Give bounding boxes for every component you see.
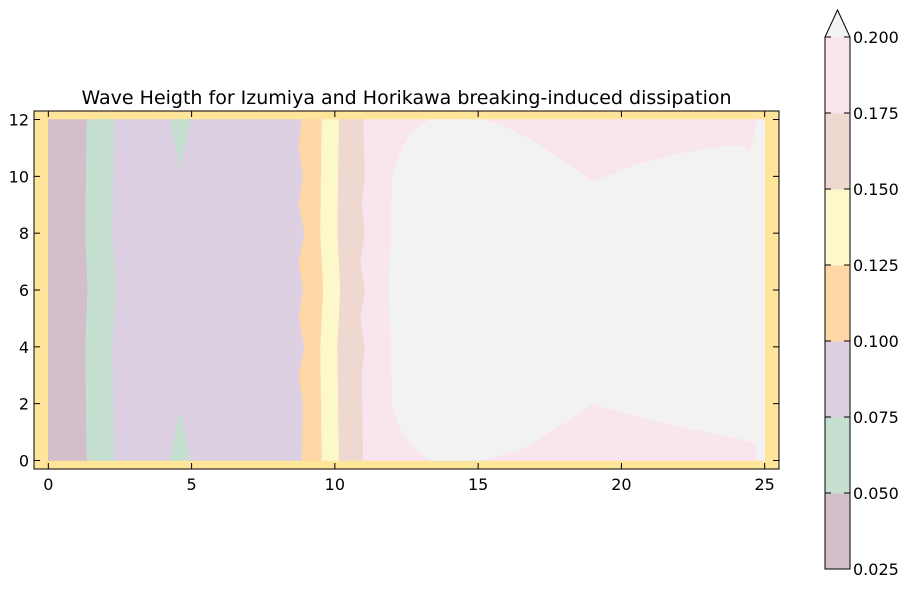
y-tick-label: 12 — [9, 111, 29, 130]
contour-fill-regions — [34, 111, 779, 469]
colorbar-tick-label: 0.175 — [853, 104, 899, 123]
contour-region-4 — [169, 412, 191, 461]
y-tick-label: 4 — [19, 338, 29, 357]
colorbar-tick-label: 0.200 — [853, 28, 899, 47]
x-tick-label: 5 — [187, 475, 197, 494]
contour-region-3 — [112, 119, 306, 461]
contour-region-1 — [47, 119, 89, 461]
colorbar-band-4 — [825, 189, 850, 266]
colorbar-tick-label: 0.100 — [853, 332, 899, 351]
colorbar-band-5 — [825, 113, 850, 190]
colorbar: 0.025 0.050 0.075 0.100 0.125 0.150 0.175 0.200 — [824, 8, 899, 579]
chart-title: Wave Heigth for Izumiya and Horikawa bre… — [81, 87, 731, 109]
colorbar-band-6 — [825, 37, 850, 114]
y-tick-label: 6 — [19, 281, 29, 300]
x-tick-label: 0 — [43, 475, 53, 494]
x-tick-label: 25 — [754, 475, 774, 494]
colorbar-band-1 — [825, 417, 850, 494]
y-tick-label: 2 — [19, 395, 29, 414]
colorbar-tick-label: 0.150 — [853, 180, 899, 199]
plot-axes: 0 5 10 15 20 25 0 2 4 6 8 10 12 — [9, 110, 780, 494]
x-tick-label: 20 — [611, 475, 631, 494]
contour-region-8 — [337, 119, 366, 461]
contour-region-7 — [320, 119, 341, 461]
colorbar-band-3 — [825, 265, 850, 342]
contour-region-2 — [85, 119, 117, 461]
contour-region-5 — [169, 119, 191, 168]
x-tick-label: 15 — [468, 475, 488, 494]
x-tick-label: 10 — [325, 475, 345, 494]
y-tick-label: 8 — [19, 224, 29, 243]
contour-region-10 — [388, 119, 766, 461]
y-tick-label: 10 — [9, 167, 29, 186]
colorbar-extend-triangle — [825, 10, 850, 37]
y-tick-label: 0 — [19, 451, 29, 470]
colorbar-band-2 — [825, 341, 850, 418]
colorbar-tick-label: 0.050 — [853, 484, 899, 503]
colorbar-tick-label: 0.075 — [853, 408, 899, 427]
colorbar-tick-label: 0.125 — [853, 256, 899, 275]
colorbar-tick-label: 0.025 — [853, 560, 899, 579]
colorbar-band-0 — [825, 493, 850, 570]
